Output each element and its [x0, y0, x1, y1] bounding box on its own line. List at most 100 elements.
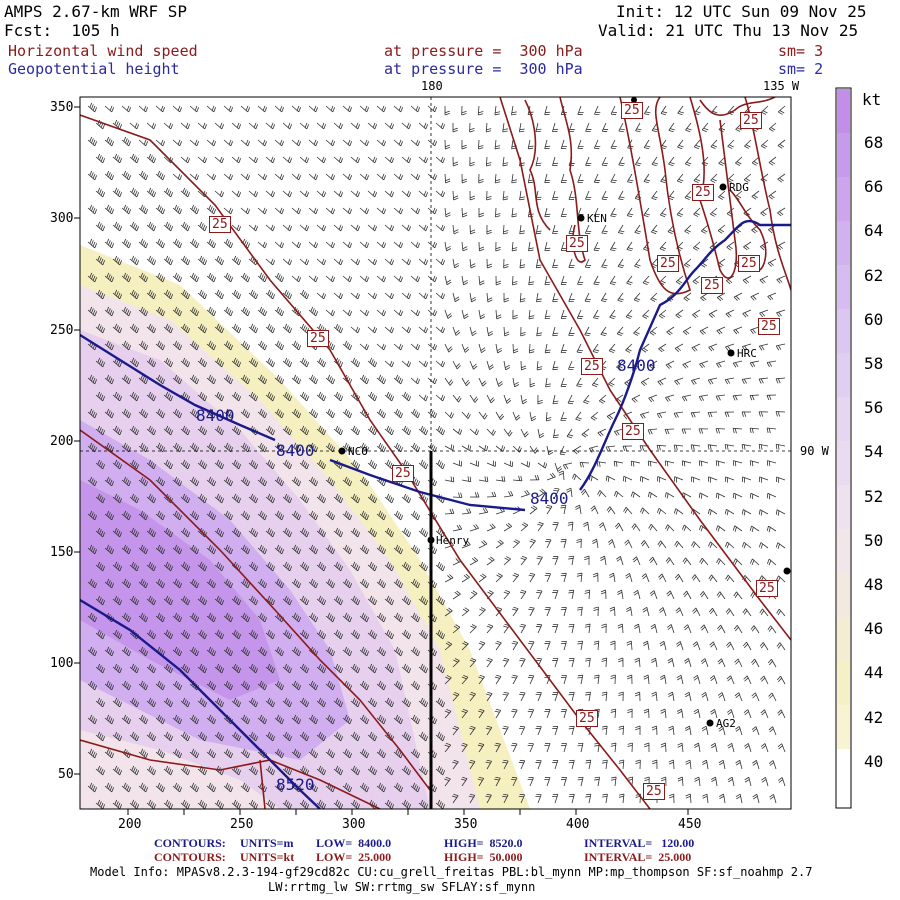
wind-barb — [560, 241, 565, 251]
wind-barb-feather — [749, 428, 752, 434]
wind-barb — [759, 275, 769, 281]
wind-barb-feather — [136, 124, 140, 130]
wind-barb-feather — [381, 377, 385, 383]
wind-barb-feather — [131, 391, 135, 397]
wind-barb-feather — [445, 212, 451, 216]
wind-barb-feather — [295, 410, 298, 416]
wind-barb-feather — [191, 272, 195, 278]
wind-barb-feather — [469, 195, 475, 199]
wind-barb — [401, 156, 410, 164]
wind-barb-feather — [400, 243, 404, 249]
wind-barb — [584, 224, 590, 234]
wind-barb-feather — [445, 146, 451, 150]
wind-barb-feather — [211, 241, 215, 247]
wind-barb-feather — [489, 397, 494, 402]
wind-barb-feather — [99, 393, 102, 399]
wind-barb-feather — [699, 330, 704, 335]
wind-barb-feather — [352, 425, 356, 431]
wind-barb — [710, 105, 718, 114]
wind-barb-feather — [338, 394, 342, 400]
wind-barb-feather — [315, 379, 319, 385]
wind-barb-feather — [315, 141, 319, 147]
wind-barb — [512, 275, 514, 286]
wind-barb-feather — [520, 264, 526, 267]
wind-barb-feather — [304, 224, 308, 230]
wind-barb-feather — [100, 326, 104, 332]
wind-barb-feather — [157, 340, 161, 346]
wind-barb-feather — [194, 207, 198, 213]
wind-barb-feather — [695, 178, 701, 182]
wind-barb-feather — [417, 345, 421, 351]
wind-barb-feather — [577, 317, 583, 320]
wind-barb-feather — [347, 309, 351, 315]
wind-barb — [659, 241, 667, 249]
wind-barb — [478, 309, 481, 319]
wind-barb-feather — [230, 413, 234, 419]
wind-barb — [776, 241, 786, 247]
wind-barb-feather — [201, 393, 204, 399]
wind-barb-feather — [777, 212, 782, 217]
wind-barb — [616, 326, 624, 335]
wind-barb-feather — [502, 446, 506, 452]
wind-barb-feather — [701, 329, 706, 334]
wind-barb-feather — [245, 173, 249, 179]
wind-barb — [529, 343, 531, 354]
wind-barb — [485, 156, 488, 167]
wind-barb-feather — [635, 263, 641, 267]
wind-barb-feather — [444, 110, 450, 114]
wind-barb-feather — [619, 230, 625, 233]
wind-barb-feather — [213, 311, 217, 317]
wind-barb-feather — [100, 190, 104, 196]
wind-barb-feather — [496, 282, 502, 286]
wind-barb-feather — [635, 130, 641, 133]
wind-barb — [477, 105, 480, 116]
wind-barb-feather — [719, 228, 725, 233]
wind-barb-feather — [431, 410, 434, 416]
wind-barb-feather — [634, 331, 640, 335]
wind-barb — [350, 122, 359, 130]
wind-barb-feather — [423, 394, 427, 400]
wind-barb-feather — [89, 408, 93, 414]
wind-barb-feather — [374, 464, 378, 470]
wind-barb-feather — [386, 425, 390, 431]
wind-barb-feather — [321, 156, 325, 162]
wind-barb-feather — [717, 230, 723, 234]
wind-barb-feather — [123, 442, 127, 448]
wind-barb-feather — [270, 394, 274, 400]
wind-barb-feather — [323, 430, 327, 436]
wind-barb-feather — [732, 428, 735, 434]
wind-barb-feather — [289, 430, 293, 436]
wind-barb-feather — [100, 224, 104, 230]
wind-barb — [710, 139, 718, 147]
wind-barb-feather — [658, 315, 664, 319]
wind-barb — [359, 105, 368, 113]
wind-barb-feather — [187, 430, 191, 436]
wind-barb — [461, 241, 464, 251]
wind-barb-feather — [279, 207, 283, 213]
wind-barb — [649, 326, 658, 333]
wind-barb-feather — [187, 260, 191, 266]
wind-barb-feather — [312, 444, 315, 450]
wind-barb — [512, 343, 514, 354]
wind-barb-feather — [185, 428, 189, 434]
wind-barb-feather — [247, 107, 251, 113]
wind-barb-feather — [301, 391, 305, 397]
wind-barb-feather — [408, 124, 412, 130]
wind-barb — [535, 122, 539, 132]
wind-barb-feather — [434, 345, 438, 351]
wind-barb-feather — [111, 107, 115, 113]
wind-barb-feather — [639, 445, 642, 451]
wind-barb-feather — [568, 434, 574, 437]
wind-barb-feather — [691, 347, 696, 352]
wind-barb-feather — [204, 124, 208, 130]
wind-barb-feather — [408, 294, 412, 300]
wind-barb-feather — [743, 213, 749, 217]
wind-barb-feather — [278, 410, 281, 416]
wind-barb-feather — [585, 298, 591, 301]
wind-barb — [495, 207, 497, 218]
wind-barb-feather — [758, 345, 763, 351]
wind-barb-feather — [616, 333, 622, 337]
wind-barb-feather — [126, 445, 130, 451]
wind-barb — [206, 173, 215, 181]
wind-barb-feather — [204, 158, 208, 164]
